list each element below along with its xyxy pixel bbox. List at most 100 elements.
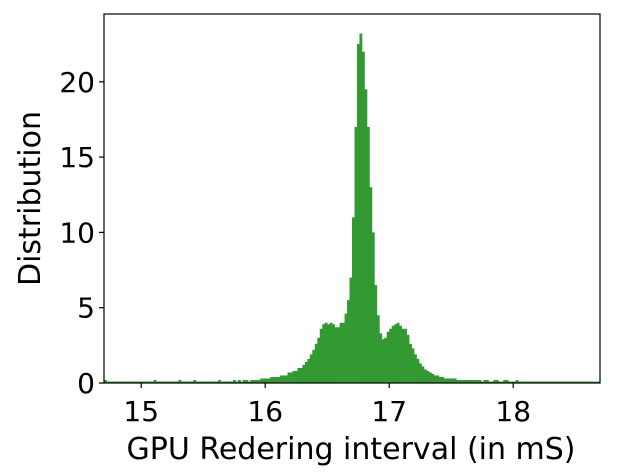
histogram-bar: [498, 381, 502, 383]
histogram-bar: [542, 381, 546, 383]
histogram-bar: [488, 381, 492, 383]
histogram-bar: [557, 381, 561, 383]
histogram-bar: [156, 381, 159, 383]
histogram-bar: [565, 381, 569, 383]
histogram-bar: [572, 381, 576, 383]
histogram-bar: [446, 378, 450, 383]
histogram-bar: [218, 379, 221, 383]
histogram-bar: [356, 44, 360, 384]
histogram-bar: [128, 381, 132, 383]
histogram-bar: [448, 378, 452, 383]
histogram-bar: [280, 375, 283, 383]
histogram-bar: [466, 379, 469, 383]
histogram-bar: [205, 381, 209, 383]
histogram-bar: [453, 378, 457, 383]
histogram-bar: [183, 381, 187, 383]
histogram-bar: [580, 381, 584, 383]
histogram-bar: [433, 375, 437, 383]
histogram-bar: [285, 375, 288, 383]
histogram-bar: [500, 381, 504, 383]
histogram-bar: [389, 328, 393, 383]
histogram-bar: [369, 187, 373, 383]
histogram-bar: [386, 331, 390, 383]
histogram-bar: [590, 381, 593, 383]
histogram-bar: [374, 285, 378, 383]
histogram-bar: [538, 381, 541, 383]
histogram-bar: [490, 381, 494, 383]
histogram-bar: [178, 379, 182, 383]
histogram-bar: [428, 372, 432, 383]
histogram-bar: [391, 325, 395, 383]
histogram-bar: [421, 366, 425, 383]
histogram-bar: [503, 379, 507, 383]
histogram-bar: [547, 381, 551, 383]
histogram-bar: [141, 381, 145, 383]
histogram-bar: [416, 358, 420, 383]
histogram-bar: [245, 379, 249, 383]
histogram-bar: [595, 381, 598, 383]
histogram-bar: [523, 381, 526, 383]
histogram-bar: [396, 322, 400, 383]
histogram-bar: [550, 381, 554, 383]
histogram-bar: [485, 379, 489, 383]
histogram-bar: [359, 33, 363, 384]
histogram-bar: [426, 370, 430, 383]
histogram-bar: [230, 381, 234, 383]
histogram-bar: [327, 324, 331, 383]
histogram-bar: [463, 379, 467, 383]
histogram-bar: [423, 369, 427, 383]
histogram-bar: [250, 379, 254, 383]
histogram-bar: [260, 378, 264, 383]
x-axis-ticks: 15 16 17 18: [123, 383, 531, 428]
histogram-bar: [220, 381, 224, 383]
histogram-bar: [193, 379, 197, 383]
histogram-bar: [294, 370, 298, 383]
histogram-bar: [366, 126, 370, 384]
histogram-bar: [525, 381, 529, 383]
histogram-bar: [282, 375, 286, 383]
histogram-bar: [505, 379, 509, 383]
histogram-bar: [560, 381, 564, 383]
histogram-bar: [203, 381, 207, 383]
histogram-bar: [381, 339, 385, 383]
histogram-bar: [297, 367, 301, 383]
histogram-bar: [153, 379, 157, 383]
histogram-bar: [116, 381, 120, 383]
y-axis-label: Distribution: [13, 111, 48, 286]
histogram-bar: [223, 381, 226, 383]
histogram-bar: [384, 337, 388, 383]
histogram-bar: [587, 381, 591, 383]
histogram-bar: [354, 126, 358, 384]
histogram-bar: [404, 328, 407, 383]
histogram-bar: [438, 376, 442, 383]
histogram-bar: [265, 378, 269, 383]
histogram-bar: [292, 370, 296, 383]
histogram-bar: [213, 381, 216, 383]
histogram-bar: [198, 381, 202, 383]
histogram-bar: [111, 381, 115, 383]
histogram-bar: [480, 381, 484, 383]
histogram-bar: [458, 379, 462, 383]
histogram-bar: [163, 381, 167, 383]
histogram-bar: [431, 373, 435, 383]
histogram-bar: [161, 381, 164, 383]
histogram-bar: [290, 372, 293, 383]
histogram-bar: [451, 378, 455, 383]
histogram-bar: [208, 381, 212, 383]
histogram-bar: [585, 381, 588, 383]
histogram-bar: [136, 381, 140, 383]
histogram-bar: [123, 381, 127, 383]
histogram-bar: [215, 381, 219, 383]
histogram-bar: [347, 300, 350, 383]
histogram-bar: [379, 333, 383, 383]
histogram-bar: [510, 381, 514, 383]
x-tick-label: 15: [123, 395, 159, 428]
histogram-bar: [173, 381, 177, 383]
histogram-bar: [257, 379, 261, 383]
histogram-bar: [411, 348, 415, 383]
y-tick-label: 0: [77, 367, 95, 400]
histogram-bar: [478, 379, 482, 383]
histogram-bar: [461, 379, 464, 383]
histogram-bar: [237, 379, 241, 383]
